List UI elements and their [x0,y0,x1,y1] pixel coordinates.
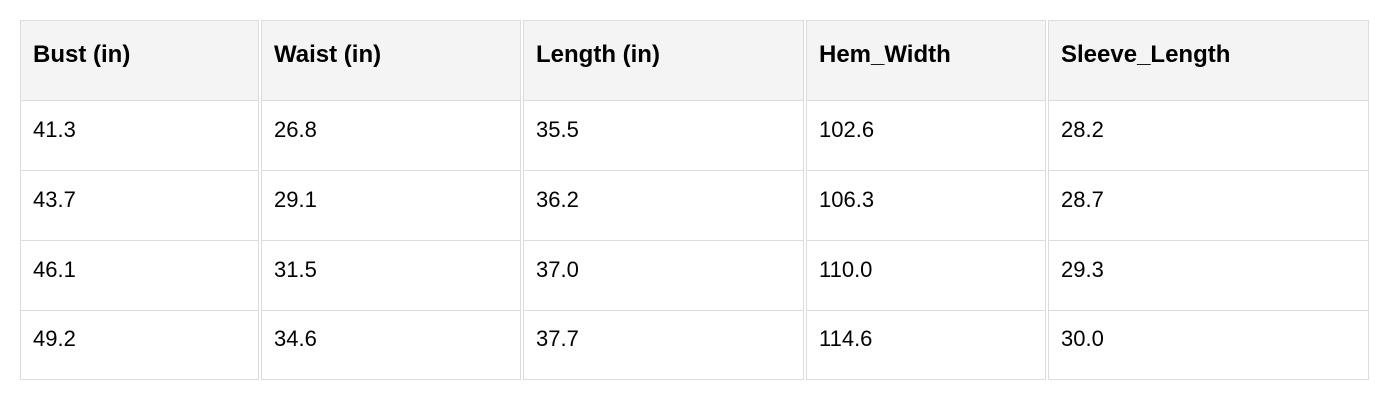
table-cell: 37.0 [523,240,804,310]
table-cell: 28.2 [1048,100,1369,170]
table-cell: 36.2 [523,170,804,240]
table-cell: 114.6 [806,310,1046,380]
table-row: 43.7 29.1 36.2 106.3 28.7 [20,170,1369,240]
table-cell: 26.8 [261,100,521,170]
table-cell: 29.3 [1048,240,1369,310]
column-header: Sleeve_Length [1048,20,1369,100]
column-header: Hem_Width [806,20,1046,100]
table-cell: 30.0 [1048,310,1369,380]
column-header: Waist (in) [261,20,521,100]
table-cell: 34.6 [261,310,521,380]
table-cell: 106.3 [806,170,1046,240]
table-cell: 43.7 [20,170,259,240]
table-cell: 46.1 [20,240,259,310]
table-cell: 110.0 [806,240,1046,310]
table-cell: 29.1 [261,170,521,240]
column-header: Bust (in) [20,20,259,100]
table-cell: 37.7 [523,310,804,380]
table-cell: 35.5 [523,100,804,170]
column-header: Length (in) [523,20,804,100]
table-cell: 102.6 [806,100,1046,170]
header-row: Bust (in) Waist (in) Length (in) Hem_Wid… [20,20,1369,100]
table-cell: 31.5 [261,240,521,310]
measurements-table: Bust (in) Waist (in) Length (in) Hem_Wid… [18,20,1371,380]
table-row: 46.1 31.5 37.0 110.0 29.3 [20,240,1369,310]
table-cell: 28.7 [1048,170,1369,240]
table-cell: 49.2 [20,310,259,380]
table-row: 49.2 34.6 37.7 114.6 30.0 [20,310,1369,380]
table-row: 41.3 26.8 35.5 102.6 28.2 [20,100,1369,170]
table-cell: 41.3 [20,100,259,170]
